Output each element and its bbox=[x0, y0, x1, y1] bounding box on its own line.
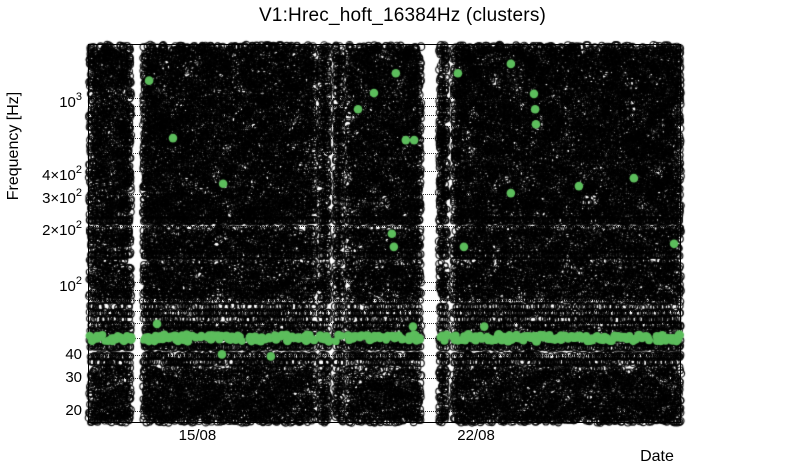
y-tick-label: 103 bbox=[59, 90, 82, 111]
y-tick-label: 4×102 bbox=[42, 163, 82, 184]
scatter-canvas bbox=[81, 37, 690, 432]
x-tick-label: 15/08 bbox=[178, 427, 217, 444]
y-tick-label: 102 bbox=[59, 274, 82, 295]
y-tick-label: 20 bbox=[65, 401, 82, 419]
y-tick-label: 30 bbox=[65, 369, 82, 387]
y-tick-label: 3×102 bbox=[42, 186, 82, 207]
chart-title: V1:Hrec_hoft_16384Hz (clusters) bbox=[258, 5, 547, 26]
y-tick-label: 40 bbox=[65, 346, 82, 364]
x-tick-label: 22/08 bbox=[457, 427, 495, 444]
x-axis-label: Date bbox=[640, 448, 674, 465]
plot-area bbox=[81, 37, 690, 432]
y-tick-label: 2×102 bbox=[42, 219, 82, 240]
